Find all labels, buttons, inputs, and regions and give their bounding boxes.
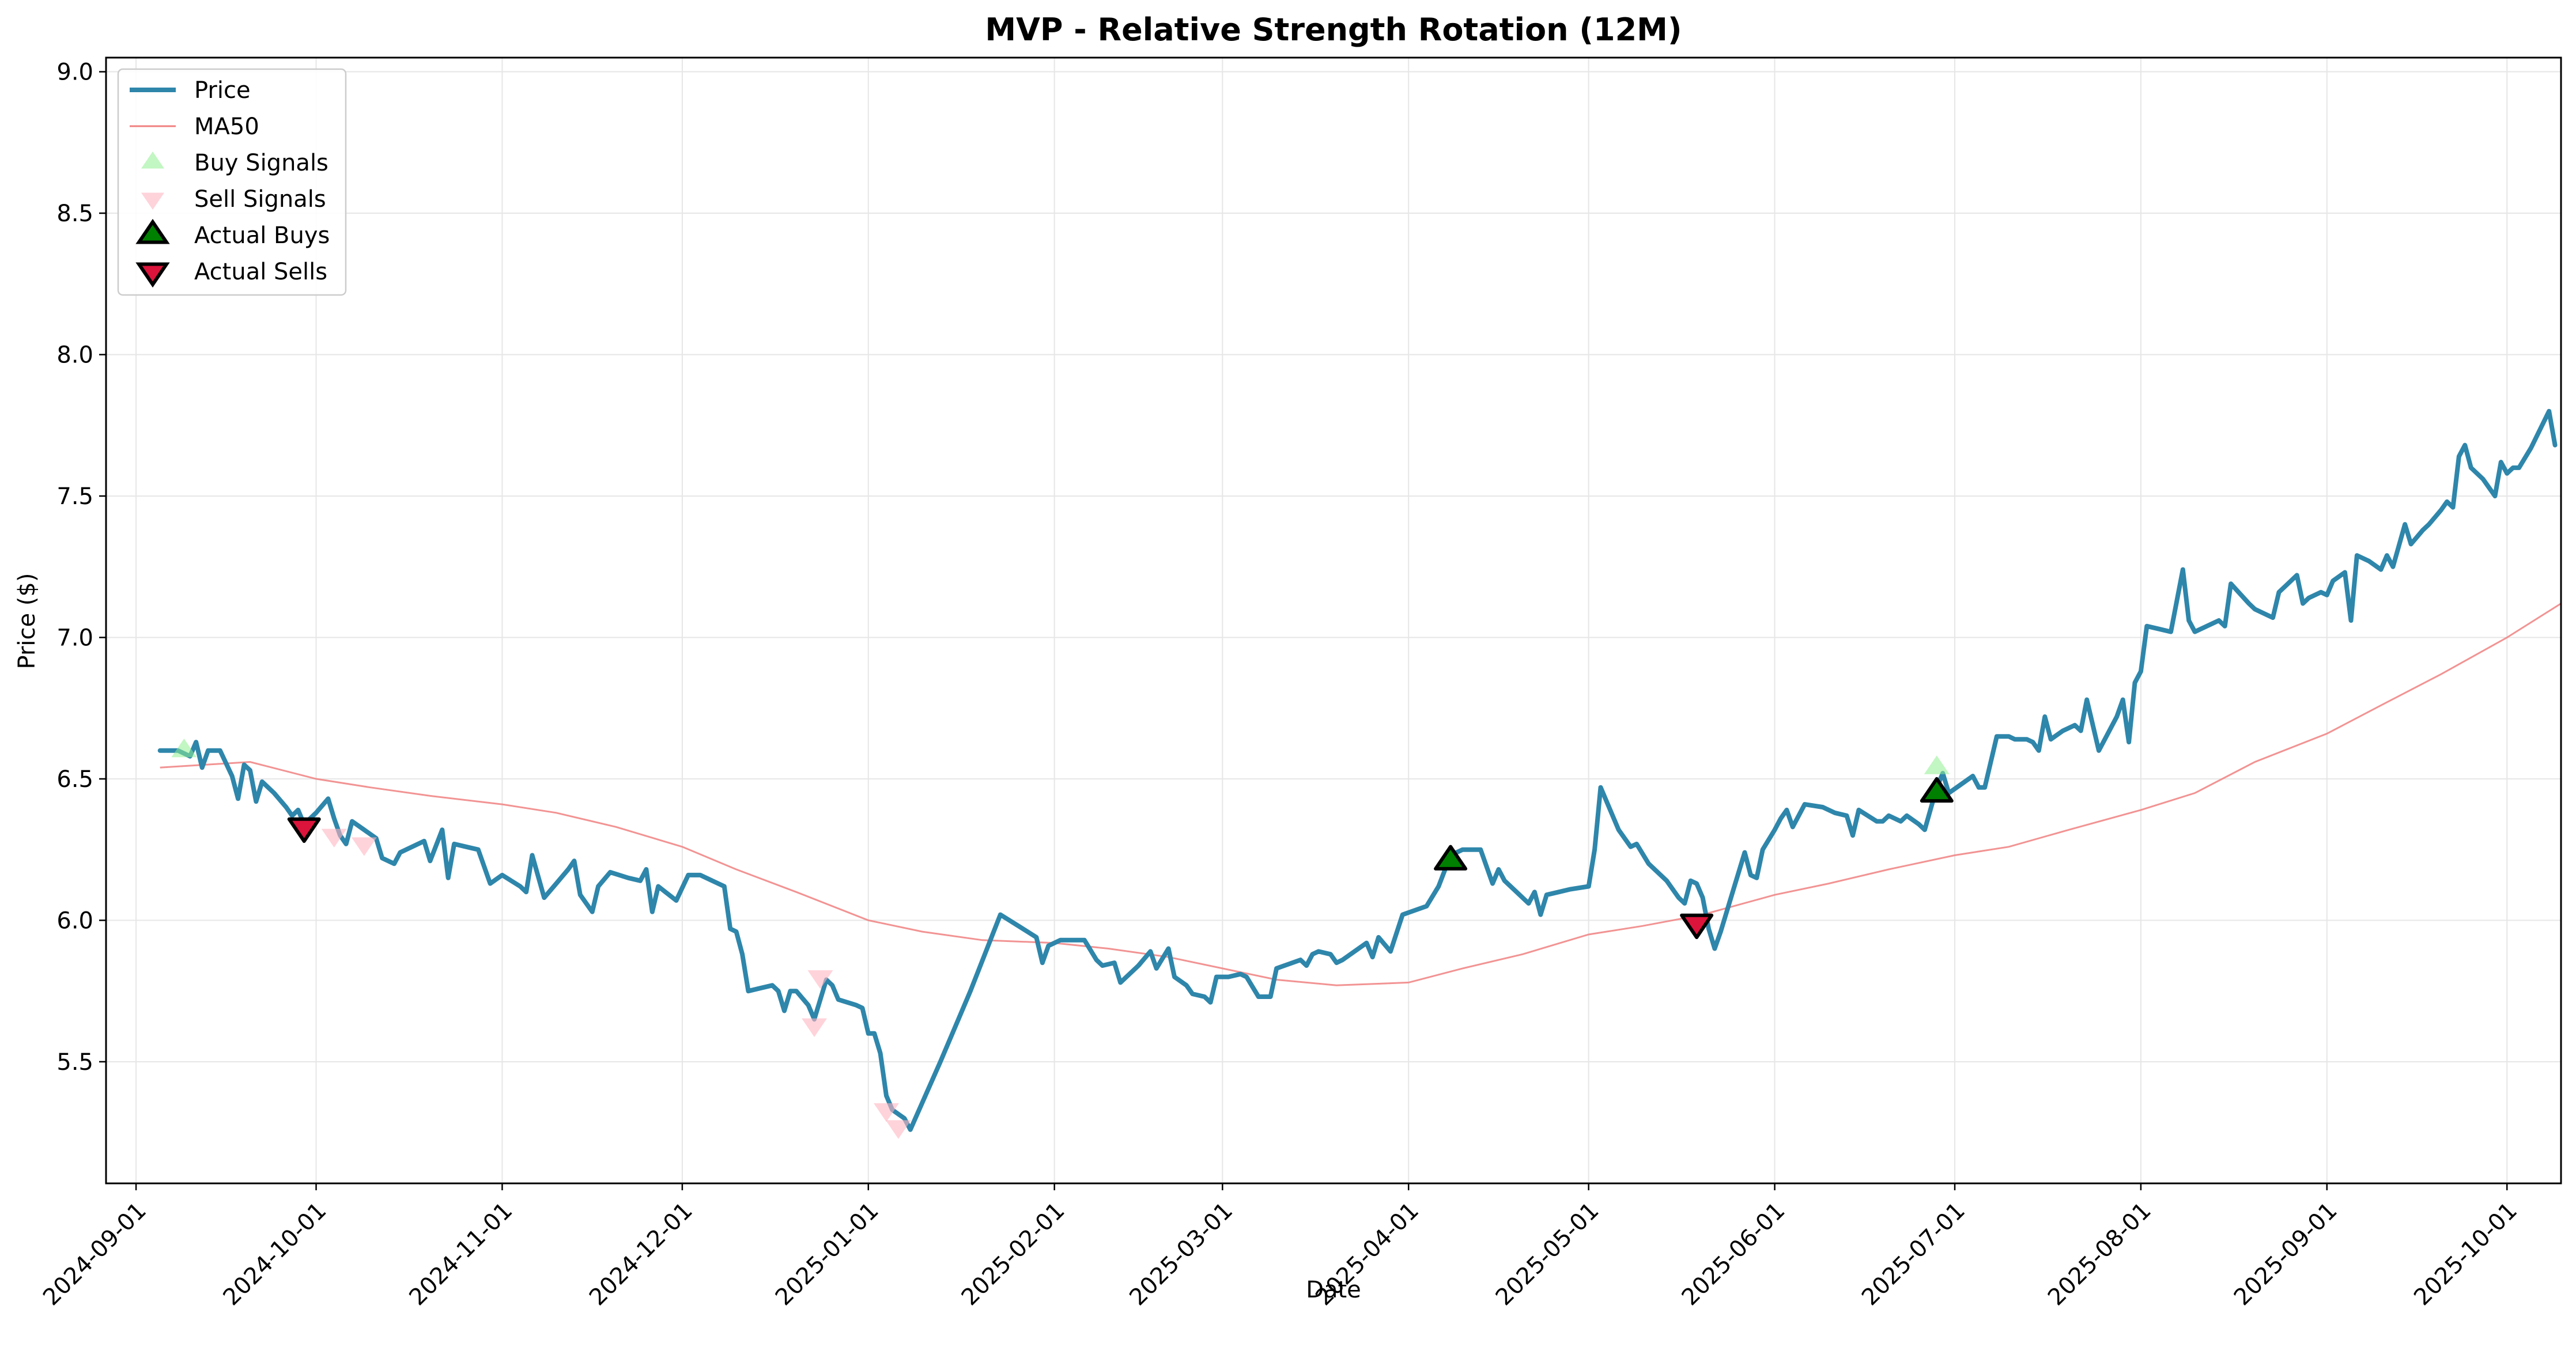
y-tick-label: 6.5 <box>56 766 93 793</box>
sell-signal-marker <box>802 1018 828 1037</box>
legend-label: MA50 <box>194 113 259 140</box>
y-tick-label: 8.0 <box>56 342 93 369</box>
legend-swatch-actual-sell <box>135 262 170 288</box>
legend-label: Price <box>194 77 251 104</box>
gridlines <box>106 58 2561 1183</box>
y-axis: 5.5 6.0 6.5 7.0 7.5 8.0 8.5 9.0 <box>56 59 106 1076</box>
y-tick-label: 7.0 <box>56 625 93 651</box>
sell-signal-marker <box>807 970 833 989</box>
legend-label: Actual Buys <box>194 222 330 249</box>
ma50-line <box>160 603 2562 986</box>
markers-layer <box>171 738 1954 1139</box>
legend-swatch-actual-buy <box>135 218 170 244</box>
y-axis-label: Price ($) <box>14 573 40 669</box>
sell-signal-marker <box>885 1120 911 1139</box>
y-tick-label: 6.0 <box>56 907 93 934</box>
price-line <box>157 408 2558 1132</box>
x-axis-label: Date <box>1306 1277 1361 1303</box>
y-tick-label: 8.5 <box>56 200 93 227</box>
legend-swatch-sell-signal <box>141 192 164 210</box>
legend: Price MA50 Buy Signals Sell Signals Actual B… <box>117 68 347 296</box>
actual-sell-marker <box>287 817 321 843</box>
buy-signal-marker <box>171 738 197 758</box>
sell-signal-marker <box>321 828 347 848</box>
y-tick-label: 7.5 <box>56 483 93 510</box>
legend-swatch-buy-signal <box>141 152 164 169</box>
legend-label: Buy Signals <box>194 150 328 176</box>
chart-title: MVP - Relative Strength Rotation (12M) <box>985 12 1682 48</box>
ma50-layer <box>160 603 2562 986</box>
buy-signal-marker <box>1924 755 1950 774</box>
legend-label: Sell Signals <box>194 186 326 213</box>
legend-label: Actual Sells <box>194 259 327 285</box>
y-tick-label: 5.5 <box>56 1049 93 1076</box>
actual-buy-marker <box>1434 845 1468 871</box>
actual-buy-marker <box>1920 777 1954 803</box>
actual-sell-marker <box>1680 913 1714 940</box>
y-tick-label: 9.0 <box>56 59 93 86</box>
sell-signal-marker <box>874 1103 900 1122</box>
sell-signal-marker <box>351 837 377 856</box>
plot-frame <box>105 56 2562 1185</box>
price-layer <box>157 408 2558 1132</box>
